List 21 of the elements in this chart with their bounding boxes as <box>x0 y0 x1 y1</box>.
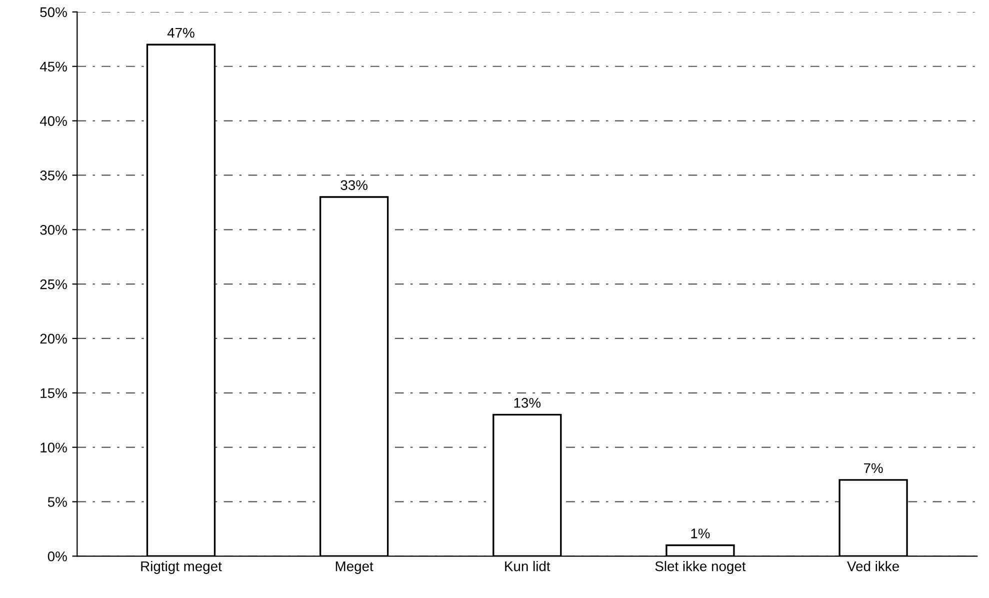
y-tick-label: 0% <box>48 551 67 562</box>
y-tick-label: 15% <box>40 388 67 398</box>
x-tick-label: Slet ikke noget <box>655 561 746 574</box>
x-tick-label: Kun lidt <box>505 561 550 572</box>
data-label: 33% <box>340 180 368 190</box>
y-tick-label: 50% <box>40 7 67 18</box>
data-label: 1% <box>691 528 710 538</box>
data-label: 7% <box>864 463 883 473</box>
data-label: 47% <box>167 28 194 38</box>
y-tick-label: 35% <box>40 170 67 180</box>
y-tick-label: 5% <box>48 497 67 507</box>
x-tick-label: Ved ikke <box>847 561 899 572</box>
y-tick-label: 45% <box>40 62 67 72</box>
x-tick-label: Meget <box>336 562 374 574</box>
y-tick-label: 10% <box>40 442 67 452</box>
data-label: 13% <box>514 398 541 408</box>
y-tick-label: 20% <box>40 334 67 344</box>
y-tick-label: 30% <box>40 224 67 235</box>
y-tick-label: 40% <box>40 116 67 126</box>
x-tick-label: Rigtigt meget <box>141 561 222 574</box>
y-tick-label: 25% <box>40 279 67 290</box>
